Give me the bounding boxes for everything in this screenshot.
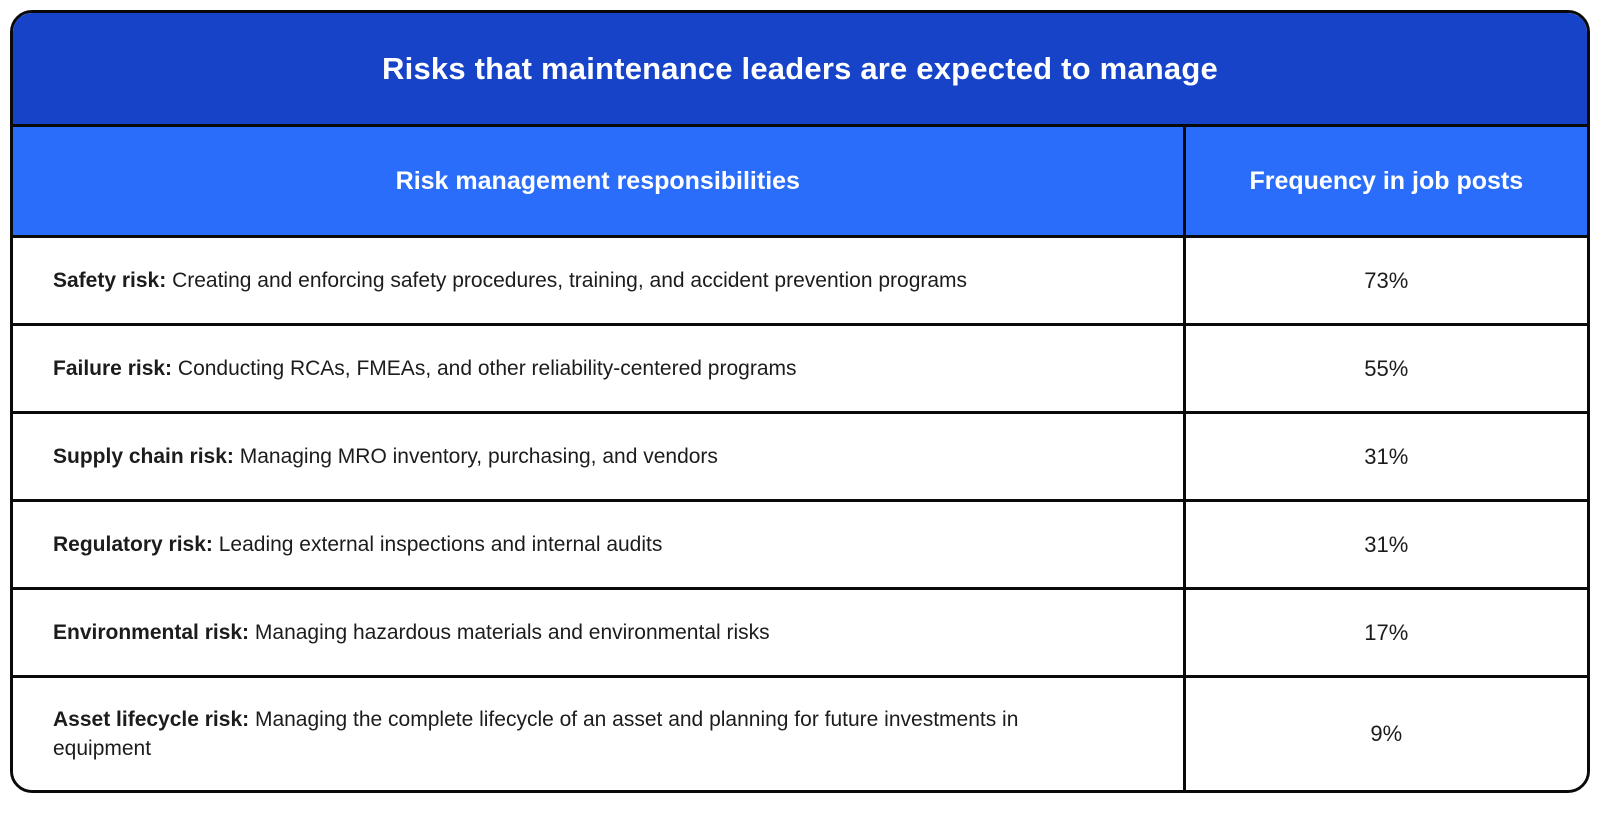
row-description: Managing MRO inventory, purchasing, and … <box>233 444 718 468</box>
table-row: Regulatory risk: Leading external inspec… <box>13 502 1587 590</box>
row-description-cell: Environmental risk: Managing hazardous m… <box>13 590 1186 675</box>
table-row: Failure risk: Conducting RCAs, FMEAs, an… <box>13 326 1587 414</box>
row-description-cell: Safety risk: Creating and enforcing safe… <box>13 238 1186 323</box>
row-label: Safety risk: <box>53 268 167 292</box>
row-description: Conducting RCAs, FMEAs, and other reliab… <box>172 356 797 380</box>
row-description: Managing the complete lifecycle of an as… <box>53 707 1019 760</box>
column-header-row: Risk management responsibilities Frequen… <box>13 127 1587 238</box>
row-frequency-cell: 31% <box>1364 531 1409 557</box>
row-description: Creating and enforcing safety procedures… <box>166 268 968 292</box>
table-title: Risks that maintenance leaders are expec… <box>382 50 1218 86</box>
table-row: Asset lifecycle risk: Managing the compl… <box>13 678 1587 790</box>
table-row: Safety risk: Creating and enforcing safe… <box>13 238 1587 326</box>
column-header-responsibilities: Risk management responsibilities <box>13 127 1186 235</box>
column-header-frequency: Frequency in job posts <box>1249 166 1524 195</box>
row-frequency-cell: 17% <box>1364 619 1409 645</box>
row-label: Environmental risk: <box>53 620 250 644</box>
row-description-cell: Supply chain risk: Managing MRO inventor… <box>13 414 1186 499</box>
table-row: Supply chain risk: Managing MRO inventor… <box>13 414 1587 502</box>
row-description: Managing hazardous materials and environ… <box>249 620 770 644</box>
row-label: Failure risk: <box>53 356 173 380</box>
row-label: Supply chain risk: <box>53 444 234 468</box>
risk-table: Risks that maintenance leaders are expec… <box>10 10 1590 793</box>
table-row: Environmental risk: Managing hazardous m… <box>13 590 1587 678</box>
row-frequency-cell: 31% <box>1364 443 1409 469</box>
row-frequency-cell: 9% <box>1370 721 1403 746</box>
row-frequency-cell: 73% <box>1364 267 1409 293</box>
row-description-cell: Asset lifecycle risk: Managing the compl… <box>13 678 1186 790</box>
row-description: Leading external inspections and interna… <box>212 532 663 556</box>
row-description-cell: Regulatory risk: Leading external inspec… <box>13 502 1186 587</box>
row-description-cell: Failure risk: Conducting RCAs, FMEAs, an… <box>13 326 1186 411</box>
table-title-bar: Risks that maintenance leaders are expec… <box>13 13 1587 127</box>
row-label: Regulatory risk: <box>53 532 213 556</box>
row-frequency-cell: 55% <box>1364 355 1409 381</box>
row-label: Asset lifecycle risk: <box>53 707 250 731</box>
